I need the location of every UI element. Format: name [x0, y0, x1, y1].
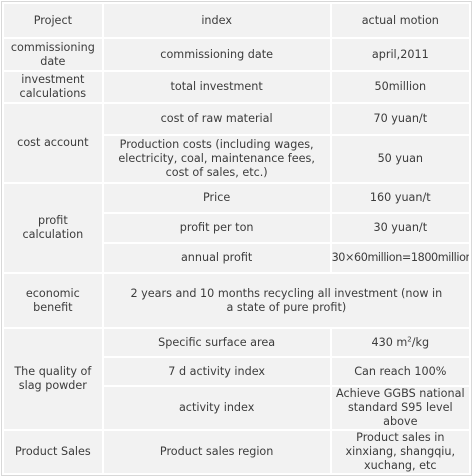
project-investment: investment calculations	[4, 72, 102, 102]
surface-area-value: 430 m	[371, 335, 408, 349]
index-profit-per-ton: profit per ton	[103, 214, 330, 242]
table-row: Production costs (including wages, elect…	[4, 136, 469, 182]
actual-raw-material: 70 yuan/t	[331, 104, 469, 134]
table-row: The quality of slag powder Specific surf…	[4, 329, 469, 429]
index-7d-activity: 7 d activity index	[103, 358, 330, 385]
actual-price: 160 yuan/t	[331, 184, 469, 212]
header-index: index	[103, 4, 330, 37]
index-total-investment: total investment	[103, 72, 330, 102]
table-row: economic benefit 2 years and 10 months r…	[4, 274, 469, 327]
economic-benefit-text: 2 years and 10 months recycling all inve…	[103, 274, 469, 327]
project-commissioning: commissioning date	[4, 39, 102, 70]
surface-area-unit: /kg	[411, 335, 430, 349]
actual-7d-activity: Can reach 100%	[331, 358, 469, 385]
header-actual: actual motion	[331, 4, 469, 37]
actual-activity: Achieve GGBS national standard S95 level…	[331, 387, 469, 429]
surface-area-exponent: 2	[407, 334, 412, 343]
actual-profit-per-ton: 30 yuan/t	[331, 214, 469, 242]
table-row: annual profit 30×60million=1800million	[4, 244, 469, 272]
table-row: commissioning date commissioning date ap…	[4, 39, 469, 70]
index-production-costs: Production costs (including wages, elect…	[103, 136, 330, 182]
project-product-sales: Product Sales	[4, 431, 102, 473]
header-project: Project	[4, 4, 102, 37]
index-price: Price	[103, 184, 330, 212]
project-slag-powder: The quality of slag powder	[4, 329, 102, 429]
table-row: cost account cost of raw material 70 yua…	[4, 104, 469, 182]
table-row: Project index actual motion	[4, 4, 469, 37]
index-activity: activity index	[103, 387, 330, 429]
index-commissioning: commissioning date	[103, 39, 330, 70]
index-sales-region: Product sales region	[103, 431, 330, 473]
index-raw-material: cost of raw material	[103, 104, 330, 134]
actual-annual-profit: 30×60million=1800million	[331, 244, 469, 272]
table-row: activity index Achieve GGBS national sta…	[4, 387, 469, 429]
project-profit-calculation: profit calculation	[4, 184, 102, 272]
actual-production-costs: 50 yuan	[331, 136, 469, 182]
table-row: 7 d activity index Can reach 100%	[4, 358, 469, 385]
table-row: Product Sales Product sales region Produ…	[4, 431, 469, 473]
table-row: profit per ton 30 yuan/t	[4, 214, 469, 242]
project-cost-account: cost account	[4, 104, 102, 182]
table-row: profit calculation Price 160 yuan/t	[4, 184, 469, 272]
table-row: investment calculations total investment…	[4, 72, 469, 102]
project-economic-benefit: economic benefit	[4, 274, 102, 327]
actual-surface-area: 430 m2/kg	[331, 329, 469, 356]
index-annual-profit: annual profit	[103, 244, 330, 272]
actual-total-investment: 50million	[331, 72, 469, 102]
actual-commissioning: april,2011	[331, 39, 469, 70]
actual-sales-region: Product sales in xinxiang, shangqiu, xuc…	[331, 431, 469, 473]
index-surface-area: Specific surface area	[103, 329, 330, 356]
